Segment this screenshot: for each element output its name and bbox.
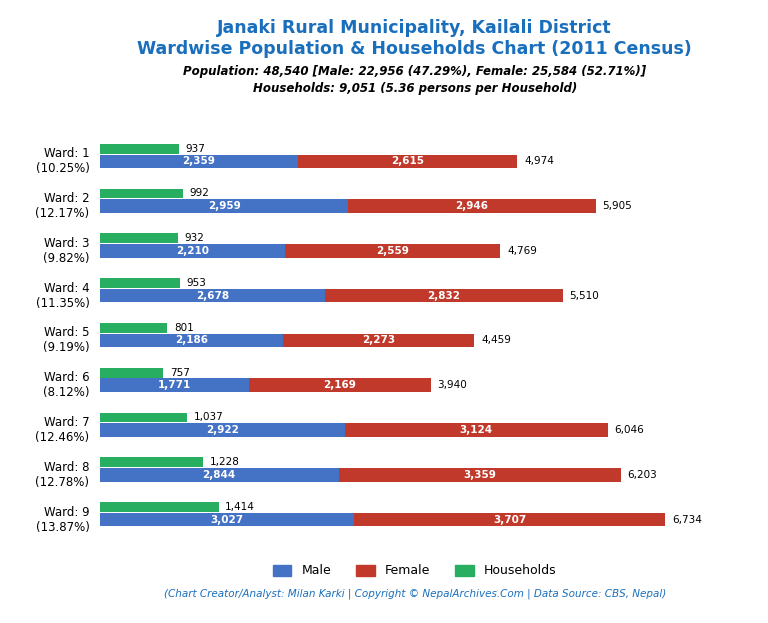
Text: 1,771: 1,771 bbox=[157, 380, 190, 390]
Text: Population: 48,540 [Male: 22,956 (47.29%), Female: 25,584 (52.71%)]: Population: 48,540 [Male: 22,956 (47.29%… bbox=[183, 65, 647, 78]
Bar bbox=[100, 189, 183, 198]
Bar bbox=[100, 323, 167, 333]
Text: 3,359: 3,359 bbox=[463, 470, 496, 480]
Bar bbox=[345, 423, 607, 437]
Bar bbox=[100, 244, 286, 257]
Bar bbox=[100, 368, 164, 378]
Text: 5,510: 5,510 bbox=[569, 290, 599, 301]
Text: 6,734: 6,734 bbox=[672, 515, 702, 525]
Text: 2,169: 2,169 bbox=[323, 380, 356, 390]
Bar bbox=[325, 289, 562, 302]
Text: 1,037: 1,037 bbox=[194, 412, 223, 422]
Text: 801: 801 bbox=[174, 323, 194, 333]
Bar bbox=[100, 278, 180, 288]
Text: 3,707: 3,707 bbox=[493, 515, 526, 525]
Text: 5,905: 5,905 bbox=[602, 201, 632, 211]
Text: 2,844: 2,844 bbox=[203, 470, 236, 480]
Text: 2,615: 2,615 bbox=[391, 156, 424, 166]
Bar bbox=[100, 234, 178, 243]
Text: 3,940: 3,940 bbox=[438, 380, 467, 390]
Text: 2,359: 2,359 bbox=[183, 156, 215, 166]
Bar bbox=[100, 457, 203, 467]
Text: 6,203: 6,203 bbox=[627, 470, 657, 480]
Bar bbox=[100, 334, 283, 347]
Text: 2,678: 2,678 bbox=[196, 290, 229, 301]
Bar bbox=[349, 199, 596, 213]
Text: 6,046: 6,046 bbox=[614, 425, 644, 435]
Text: 3,027: 3,027 bbox=[210, 515, 243, 525]
Bar bbox=[249, 379, 431, 392]
Bar bbox=[100, 513, 354, 526]
Text: 2,210: 2,210 bbox=[176, 246, 209, 256]
Text: 2,959: 2,959 bbox=[207, 201, 240, 211]
Text: 2,559: 2,559 bbox=[376, 246, 409, 256]
Text: Janaki Rural Municipality, Kailali District: Janaki Rural Municipality, Kailali Distr… bbox=[217, 19, 612, 37]
Text: 757: 757 bbox=[170, 368, 190, 378]
Bar bbox=[100, 502, 219, 512]
Bar bbox=[100, 144, 178, 154]
Text: Wardwise Population & Households Chart (2011 Census): Wardwise Population & Households Chart (… bbox=[137, 40, 692, 59]
Bar bbox=[286, 244, 500, 257]
Bar bbox=[100, 379, 249, 392]
Text: 3,124: 3,124 bbox=[460, 425, 493, 435]
Bar bbox=[100, 412, 187, 422]
Bar bbox=[298, 155, 518, 168]
Text: 2,946: 2,946 bbox=[455, 201, 488, 211]
Text: 953: 953 bbox=[187, 278, 207, 288]
Bar bbox=[283, 334, 475, 347]
Text: 992: 992 bbox=[190, 189, 210, 199]
Bar bbox=[100, 468, 339, 482]
Text: 1,414: 1,414 bbox=[225, 502, 255, 512]
Text: 2,832: 2,832 bbox=[427, 290, 460, 301]
Text: 2,186: 2,186 bbox=[175, 335, 208, 345]
Bar bbox=[339, 468, 621, 482]
Text: 932: 932 bbox=[185, 233, 205, 244]
Text: 2,922: 2,922 bbox=[206, 425, 239, 435]
Bar bbox=[100, 423, 345, 437]
Text: 1,228: 1,228 bbox=[210, 457, 240, 467]
Bar bbox=[100, 155, 298, 168]
Legend: Male, Female, Households: Male, Female, Households bbox=[268, 559, 561, 583]
Text: (Chart Creator/Analyst: Milan Karki | Copyright © NepalArchives.Com | Data Sourc: (Chart Creator/Analyst: Milan Karki | Co… bbox=[164, 589, 666, 599]
Text: 4,974: 4,974 bbox=[525, 156, 554, 166]
Text: Households: 9,051 (5.36 persons per Household): Households: 9,051 (5.36 persons per Hous… bbox=[253, 82, 577, 95]
Text: 4,459: 4,459 bbox=[481, 335, 511, 345]
Bar bbox=[354, 513, 665, 526]
Bar bbox=[100, 289, 325, 302]
Text: 937: 937 bbox=[185, 144, 205, 154]
Bar bbox=[100, 199, 349, 213]
Text: 2,273: 2,273 bbox=[362, 335, 396, 345]
Text: 4,769: 4,769 bbox=[507, 246, 537, 256]
